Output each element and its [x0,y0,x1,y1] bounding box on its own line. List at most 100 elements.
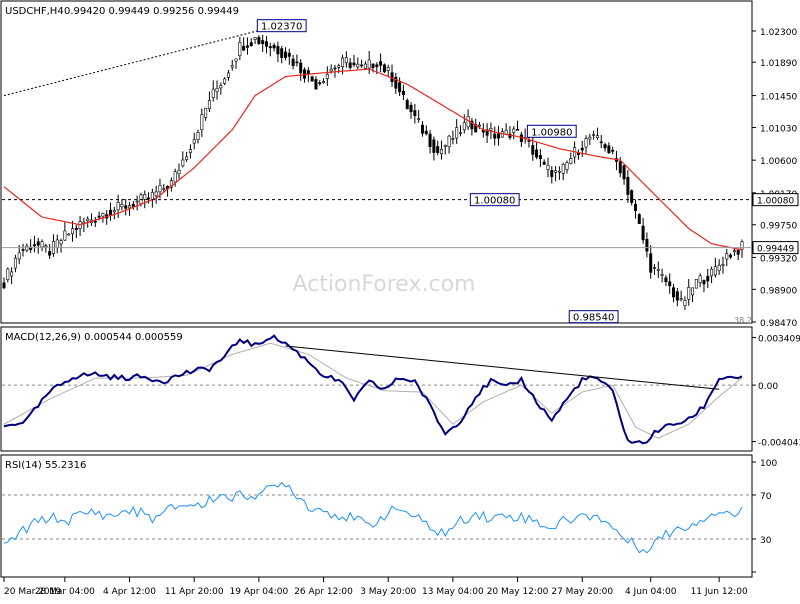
candle-body [223,78,227,84]
candle-body [360,64,364,67]
candle-body [280,48,284,58]
time-tick-label: 28 Mar 04:00 [35,587,95,597]
candle-body [379,61,383,66]
candle-body [611,149,615,152]
candle-body [622,165,626,180]
candle-body [447,135,451,148]
candle-body [44,245,48,248]
annotation-label: 0.98540 [573,313,614,324]
rsi-tick-label: 30 [760,536,772,546]
candle-body [702,280,706,285]
candle-body [207,100,211,110]
price-tick-label: 1.01450 [760,93,797,103]
annotation-box [526,124,577,138]
candle-body [607,145,611,154]
candle-body [120,204,124,208]
candle-body [128,205,132,209]
candle-body [93,221,97,223]
candle-body [363,63,367,69]
level-price-label: 1.00080 [757,197,794,207]
candle-body [287,52,291,57]
candle-body [557,170,561,173]
candle-body [436,146,440,153]
candle-body [367,59,371,69]
current-price-box [752,241,799,255]
candle-body [675,291,679,301]
candle-body [40,241,44,248]
time-tick-label: 4 Jun 04:00 [625,587,677,597]
rsi-line [3,481,743,554]
candle-body [337,65,341,68]
candle-body [420,124,424,134]
candle-body [649,253,653,273]
candle-body [147,197,151,200]
candle-body [158,184,162,193]
axes-layer: 1.023001.018901.014501.010301.006001.001… [3,28,800,597]
candle-body [382,64,386,73]
candle-body [497,133,501,139]
candle-body [55,239,59,248]
candle-body [451,138,455,140]
candle-body [736,249,740,255]
candle-body [478,124,482,127]
candle-body [546,164,550,170]
macd-tick-label: 0.003409 [758,334,800,344]
candle-body [375,64,379,68]
candle-body [710,268,714,277]
candle-body [211,88,215,98]
candle-body [356,63,360,68]
price-tick-label: 1.01030 [760,124,797,134]
candle-body [664,277,668,283]
macd-signal-line [3,342,743,439]
candle-body [242,45,246,51]
candle-body [219,85,223,89]
candle-body [729,254,733,258]
candle-body [458,132,462,134]
candle-body [485,129,489,136]
candle-body [554,170,558,173]
candle-body [63,230,67,241]
candle-body [2,282,6,289]
candle-body [626,176,630,195]
candle-body [386,67,390,71]
candle-body [462,122,466,131]
candle-body [592,134,596,136]
candle-body [48,251,52,256]
candle-body [588,136,592,140]
candle-body [32,244,36,247]
macd-layer [2,334,752,445]
candle-body [116,202,120,211]
macd-label: MACD(12,26,9) 0.000544 0.000559 [5,332,183,343]
current-price-label: 0.99449 [757,245,794,255]
candle-body [531,145,535,155]
candle-body [428,133,432,147]
candle-body [333,67,337,70]
macd-trendline [285,345,720,390]
macd-tick-label: -0.004043 [758,439,800,449]
macd-tick-label: 0.00 [758,382,778,392]
rsi-tick-label: 100 [760,459,777,469]
annotation-box [568,310,619,324]
candle-body [542,161,546,165]
candle-body [732,250,736,252]
candle-body [409,104,413,113]
candle-body [713,266,717,276]
annotation-label: 1.02370 [261,22,302,33]
candle-body [173,171,177,183]
candle-body [394,76,398,89]
candle-body [192,139,196,144]
candle-body [687,287,691,300]
rsi-layer [2,481,752,554]
level-price-box [752,193,799,207]
candle-body [398,82,402,93]
candle-body [310,76,314,82]
time-tick-label: 11 Jun 12:00 [691,587,748,597]
candle-body [196,132,200,140]
candle-body [291,58,295,66]
candle-body [226,72,230,78]
candle-body [630,190,634,203]
candle-body [13,257,17,269]
candle-body [322,81,326,83]
candle-body [185,156,189,161]
candle-body [417,118,421,120]
